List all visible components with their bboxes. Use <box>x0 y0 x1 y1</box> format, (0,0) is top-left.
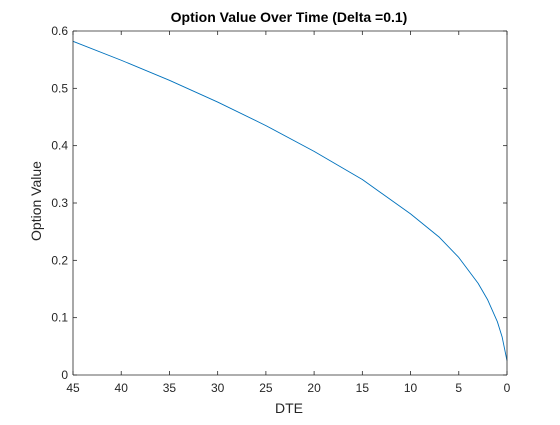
x-tick-label: 10 <box>404 381 418 395</box>
y-tick-label: 0.3 <box>51 196 68 210</box>
x-tick-label: 25 <box>259 381 273 395</box>
x-tick-label: 40 <box>115 381 129 395</box>
x-tick-labels: 45 40 35 30 25 20 15 10 5 0 <box>66 381 510 395</box>
y-axis-title: Option Value <box>28 161 44 241</box>
chart-title: Option Value Over Time (Delta =0.1) <box>171 9 408 25</box>
y-tick-label: 0.1 <box>51 311 68 325</box>
x-tick-label: 20 <box>307 381 321 395</box>
x-tick-label: 35 <box>163 381 177 395</box>
series-layer <box>72 40 508 361</box>
x-tick-label: 45 <box>66 381 80 395</box>
plot-area <box>73 31 507 375</box>
x-axis-title: DTE <box>275 400 303 416</box>
x-tick-label: 15 <box>356 381 370 395</box>
y-tick-label: 0.6 <box>51 24 68 38</box>
plot-background <box>73 31 507 375</box>
y-tick-label: 0.5 <box>51 81 68 95</box>
x-tick-label: 0 <box>504 381 511 395</box>
y-tick-labels: 0 0.1 0.2 0.3 0.4 0.5 0.6 <box>51 24 68 382</box>
y-tick-label: 0 <box>61 368 68 382</box>
x-tick-label: 30 <box>211 381 225 395</box>
y-tick-label: 0.2 <box>51 253 68 267</box>
series-line-0 <box>72 40 508 361</box>
y-tick-label: 0.4 <box>51 139 68 153</box>
axes-layer <box>72 30 508 376</box>
x-tick-label: 5 <box>455 381 462 395</box>
